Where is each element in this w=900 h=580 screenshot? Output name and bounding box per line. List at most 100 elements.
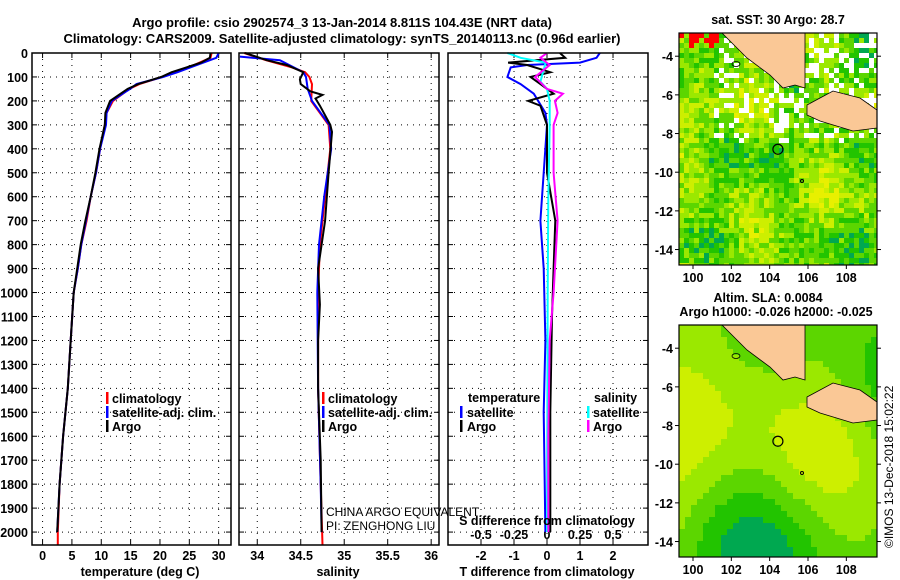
map-cell	[794, 113, 799, 118]
map-cell	[714, 218, 719, 223]
depth-tick-label: 700	[7, 215, 28, 229]
map-cell	[824, 63, 829, 68]
map-cell	[871, 511, 877, 517]
map-cell	[703, 523, 709, 529]
map-cell	[869, 63, 874, 68]
map-cell	[709, 133, 714, 138]
map-cell	[685, 529, 691, 535]
map-cell	[814, 203, 819, 208]
map-cell	[794, 238, 799, 243]
map-cell	[871, 529, 877, 535]
map-cell	[679, 487, 685, 493]
map-cell	[764, 233, 769, 238]
map-cell	[764, 238, 769, 243]
map-cell	[714, 228, 719, 233]
map-cell	[871, 505, 877, 511]
map-cell	[774, 158, 779, 163]
map-cell	[805, 361, 811, 367]
x-tick-label: 36	[424, 549, 438, 563]
legend-label: Argo	[328, 420, 358, 434]
map-cell	[684, 58, 689, 63]
map-cell	[835, 451, 841, 457]
map-cell	[757, 535, 763, 541]
map-cell	[793, 535, 799, 541]
map-cell	[689, 243, 694, 248]
map-cell	[739, 63, 744, 68]
map-cell	[841, 475, 847, 481]
map-cell	[859, 541, 865, 547]
map-cell	[847, 445, 853, 451]
map-cell	[824, 198, 829, 203]
map-cell	[703, 535, 709, 541]
map-cell	[689, 178, 694, 183]
map-cell	[849, 183, 854, 188]
map-cell	[794, 123, 799, 128]
map-cell	[865, 469, 871, 475]
map-cell	[817, 457, 823, 463]
map-cell	[834, 153, 839, 158]
map-cell	[799, 457, 805, 463]
map-cell	[787, 397, 793, 403]
legend-title-temperature: temperature	[468, 391, 540, 405]
map-cell	[847, 331, 853, 337]
map-cell	[727, 451, 733, 457]
map-cell	[719, 233, 724, 238]
map-cell	[859, 445, 865, 451]
map-cell	[739, 173, 744, 178]
map-cell	[751, 391, 757, 397]
map-cell	[781, 523, 787, 529]
map-cell	[859, 469, 865, 475]
map-cell	[679, 73, 684, 78]
map-cell	[769, 93, 774, 98]
map-cell	[699, 93, 704, 98]
map-cell	[775, 463, 781, 469]
map-cell	[719, 123, 724, 128]
map-cell	[709, 208, 714, 213]
map-cell	[814, 258, 819, 263]
map-cell	[811, 343, 817, 349]
map-cell	[715, 481, 721, 487]
map-cell	[697, 463, 703, 469]
x-tick-label: 1	[577, 549, 584, 563]
map-cell	[709, 243, 714, 248]
map-cell	[864, 263, 869, 265]
map-cell	[685, 355, 691, 361]
map-cell	[739, 148, 744, 153]
map-cell	[727, 499, 733, 505]
map-cell	[839, 243, 844, 248]
map-cell	[759, 133, 764, 138]
map-cell	[775, 451, 781, 457]
map-cell	[689, 188, 694, 193]
map-cell	[871, 463, 877, 469]
map-cell	[841, 421, 847, 427]
map-cell	[829, 183, 834, 188]
map-cell	[835, 463, 841, 469]
plot-frame	[447, 52, 649, 546]
map-cell	[864, 138, 869, 143]
map-cell	[874, 63, 877, 68]
map-cell	[839, 218, 844, 223]
map-cell	[799, 218, 804, 223]
map-cell	[839, 53, 844, 58]
map-cell	[684, 223, 689, 228]
map-cell	[734, 223, 739, 228]
map-cell	[734, 58, 739, 63]
map-cell	[849, 188, 854, 193]
map-cell	[704, 78, 709, 83]
map-cell	[744, 243, 749, 248]
map-cell	[733, 553, 739, 557]
map-cell	[694, 113, 699, 118]
map-cell	[849, 198, 854, 203]
map-cell	[854, 133, 859, 138]
map-cell	[694, 98, 699, 103]
map-cell	[793, 403, 799, 409]
map-cell	[859, 355, 865, 361]
map-cell	[775, 409, 781, 415]
map-cell	[819, 223, 824, 228]
map-cell	[721, 457, 727, 463]
map-cell	[789, 213, 794, 218]
map-cell	[709, 415, 715, 421]
map-cell	[714, 248, 719, 253]
map-cell	[684, 63, 689, 68]
map-cell	[844, 233, 849, 238]
